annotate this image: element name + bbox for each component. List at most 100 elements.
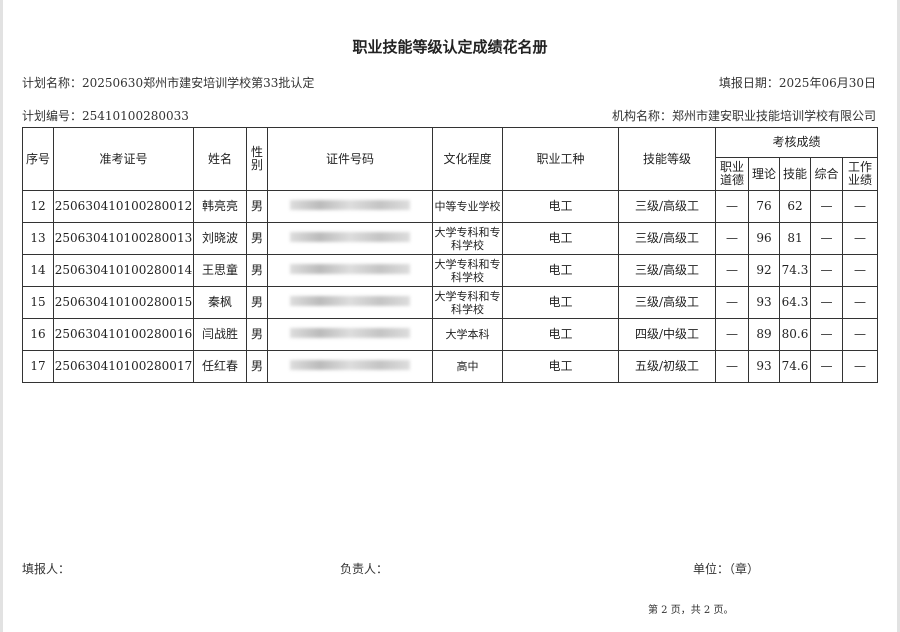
cell-occupation: 电工 (502, 318, 619, 351)
redacted-id-blur (290, 296, 410, 306)
redacted-id-blur (290, 264, 410, 274)
cell-seq: 14 (22, 254, 54, 287)
cell-ethics: — (715, 222, 749, 255)
footer-unit: 单位：（章） (693, 562, 760, 576)
cell-seq: 17 (22, 350, 54, 383)
redacted-id-blur (290, 232, 410, 242)
cell-skill: 62 (779, 190, 811, 223)
cell-exam-no: 250630410100280017 (53, 350, 194, 383)
cell-education: 高中 (432, 350, 503, 383)
table-row: 12 250630410100280012 韩亮亮男中等专业学校 电工 三级/高级工 —7… (22, 190, 879, 223)
cell-level: 四级/中级工 (618, 318, 716, 351)
cell-level: 三级/高级工 (618, 222, 716, 255)
cell-performance: — (841, 222, 879, 255)
table-row: 16 250630410100280016 闫战胜男大学本科 电工 四级/中级工 —89 8… (22, 318, 879, 351)
cell-theory: 92 (748, 254, 780, 287)
table-row: 13 250630410100280013 刘晓波男 大学专科和专科学校 电工 三级/高级… (22, 222, 879, 255)
cell-gender: 男 (246, 254, 268, 287)
page-edge-left (0, 0, 3, 632)
plan-name: 计划名称：20250630郑州市建安培训学校第33批认定 (22, 76, 315, 90)
header-seq: 序号 (22, 127, 54, 191)
cell-theory: 76 (748, 190, 780, 223)
header-id-no: 证件号码 (267, 127, 433, 191)
cell-level: 三级/高级工 (618, 254, 716, 287)
cell-skill: 74.6 (779, 350, 811, 383)
cell-name: 秦枫 (193, 286, 247, 319)
cell-overall: — (810, 350, 843, 383)
footer-leader: 负责人： (340, 562, 389, 576)
cell-performance: — (841, 254, 879, 287)
cell-occupation: 电工 (502, 190, 619, 223)
cell-theory: 96 (748, 222, 780, 255)
page-edge-right (897, 0, 900, 632)
cell-level: 五级/初级工 (618, 350, 716, 383)
header-ethics: 职业道德 (715, 157, 749, 191)
table-row: 15 250630410100280015 秦枫男 大学专科和专科学校 电工 三级/高级工… (22, 286, 879, 319)
cell-ethics: — (715, 190, 749, 223)
footer-filler: 填报人： (22, 562, 71, 576)
cell-skill: 74.3 (779, 254, 811, 287)
cell-seq: 12 (22, 190, 54, 223)
cell-level: 三级/高级工 (618, 190, 716, 223)
header-performance: 工作业绩 (841, 157, 879, 191)
cell-skill: 81 (779, 222, 811, 255)
header-gender: 性别 (246, 127, 268, 191)
header-level: 技能等级 (618, 127, 716, 191)
cell-overall: — (810, 318, 843, 351)
header-overall: 综合 (810, 157, 843, 191)
cell-name: 刘晓波 (193, 222, 247, 255)
header-education: 文化程度 (432, 127, 503, 191)
redacted-id-blur (290, 200, 410, 210)
header-name: 姓名 (193, 127, 247, 191)
cell-overall: — (810, 286, 843, 319)
cell-ethics: — (715, 286, 749, 319)
cell-education: 大学专科和专科学校 (432, 254, 503, 287)
cell-gender: 男 (246, 350, 268, 383)
cell-performance: — (841, 190, 879, 223)
cell-gender: 男 (246, 190, 268, 223)
cell-id-no-redacted (267, 350, 433, 383)
cell-gender: 男 (246, 222, 268, 255)
cell-performance: — (841, 350, 879, 383)
cell-occupation: 电工 (502, 222, 619, 255)
cell-performance: — (841, 286, 879, 319)
roster-table: 序号 准考证号 姓名 性别 证件号码 文化程度 职业工种 技能等级 考核成绩 职… (22, 127, 879, 383)
cell-id-no-redacted (267, 190, 433, 223)
cell-ethics: — (715, 318, 749, 351)
cell-exam-no: 250630410100280013 (53, 222, 194, 255)
cell-occupation: 电工 (502, 350, 619, 383)
cell-name: 闫战胜 (193, 318, 247, 351)
cell-seq: 13 (22, 222, 54, 255)
cell-education: 大学专科和专科学校 (432, 286, 503, 319)
cell-seq: 16 (22, 318, 54, 351)
cell-education: 大学专科和专科学校 (432, 222, 503, 255)
cell-occupation: 电工 (502, 286, 619, 319)
header-skill: 技能 (779, 157, 811, 191)
cell-id-no-redacted (267, 254, 433, 287)
cell-overall: — (810, 254, 843, 287)
cell-name: 韩亮亮 (193, 190, 247, 223)
cell-overall: — (810, 222, 843, 255)
cell-ethics: — (715, 350, 749, 383)
cell-performance: — (841, 318, 879, 351)
cell-ethics: — (715, 254, 749, 287)
cell-skill: 80.6 (779, 318, 811, 351)
page-number: 第 2 页，共 2 页。 (648, 605, 734, 616)
header-occupation: 职业工种 (502, 127, 619, 191)
header-theory: 理论 (748, 157, 780, 191)
cell-overall: — (810, 190, 843, 223)
table-row: 14 250630410100280014 王思童男 大学专科和专科学校 电工 三级/高级… (22, 254, 879, 287)
cell-theory: 93 (748, 350, 780, 383)
cell-exam-no: 250630410100280014 (53, 254, 194, 287)
cell-exam-no: 250630410100280016 (53, 318, 194, 351)
plan-number: 计划编号：25410100280033 (22, 109, 189, 123)
cell-seq: 15 (22, 286, 54, 319)
cell-occupation: 电工 (502, 254, 619, 287)
redacted-id-blur (290, 360, 410, 370)
cell-name: 任红春 (193, 350, 247, 383)
cell-education: 中等专业学校 (432, 190, 503, 223)
cell-id-no-redacted (267, 286, 433, 319)
fill-date: 填报日期：2025年06月30日 (718, 76, 876, 90)
cell-level: 三级/高级工 (618, 286, 716, 319)
cell-theory: 93 (748, 286, 780, 319)
